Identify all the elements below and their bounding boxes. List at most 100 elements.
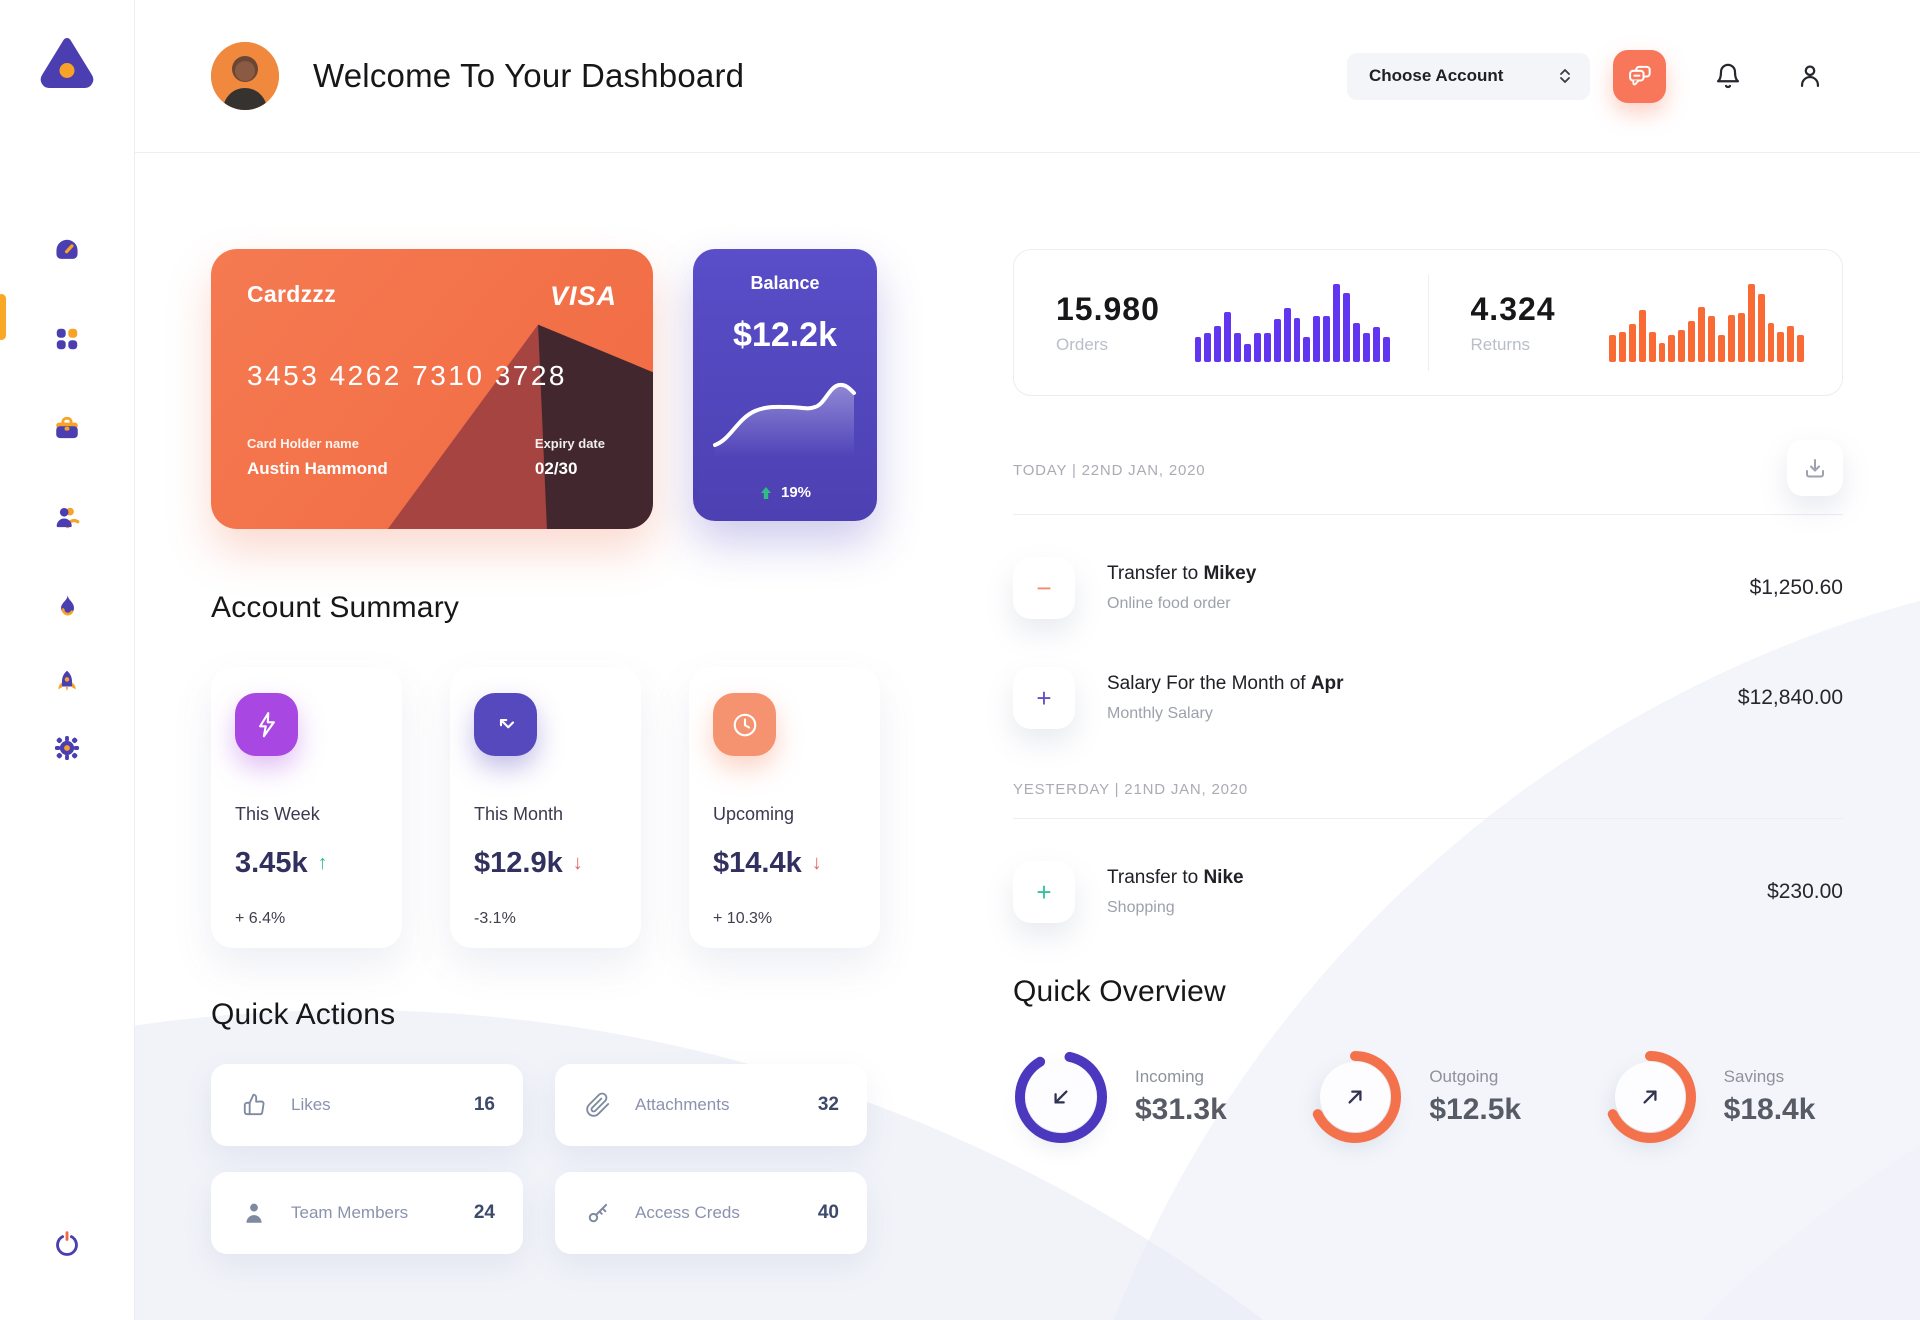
cards-row: Cardzzz VISA 3453 4262 7310 3728 Card Ho…	[211, 249, 880, 529]
speedometer-icon	[56, 239, 78, 259]
transaction-subtitle: Monthly Salary	[1107, 705, 1213, 722]
overview-outgoing: Outgoing $12.5k	[1307, 1049, 1548, 1145]
transaction-amount: $1,250.60	[1749, 576, 1843, 599]
up-right-arrow-icon	[1348, 1090, 1362, 1104]
transaction-subtitle: Online food order	[1107, 595, 1231, 612]
quick-action-access-creds[interactable]: Access Creds 40	[555, 1172, 867, 1254]
up-arrow-icon	[760, 486, 771, 499]
grid-icon	[56, 328, 78, 350]
transaction-amount: $12,840.00	[1737, 686, 1843, 709]
divider	[1013, 514, 1843, 515]
flame-icon	[61, 595, 74, 616]
balance-card: Balance $12.2k 19%	[693, 249, 877, 521]
trend-down-icon: ↓	[811, 852, 822, 874]
transaction-title: Salary For the Month of Apr	[1107, 673, 1344, 694]
profile-button[interactable]	[1790, 56, 1830, 96]
page-title: Welcome To Your Dashboard	[313, 57, 745, 94]
transaction-title: Transfer to Nike	[1107, 867, 1244, 888]
transaction-row-nike[interactable]: + Transfer to Nike Shopping $230.00	[1013, 861, 1843, 923]
bell-icon	[1716, 63, 1740, 89]
trend-down-icon: ↓	[572, 852, 583, 874]
triangle-logo	[40, 38, 94, 88]
divider	[1013, 818, 1843, 819]
sidebar-item-dashboard[interactable]	[47, 230, 87, 270]
sidebar-item-work[interactable]	[47, 408, 87, 448]
logout-button[interactable]	[47, 1224, 87, 1264]
trend-arrow-icon	[474, 693, 537, 756]
clap-hands-icon	[243, 1093, 265, 1116]
sidebar	[0, 0, 135, 1320]
returns-bar-chart	[1609, 283, 1805, 362]
download-icon	[1806, 459, 1824, 478]
chevron-updown-icon	[1560, 69, 1570, 83]
sidebar-item-trending[interactable]	[47, 586, 87, 626]
clock-icon	[713, 693, 776, 756]
summary-cards: This Week 3.45k ↑ + 6.4% This Month $12.…	[211, 667, 880, 948]
quick-action-attachments[interactable]: Attachments 32	[555, 1064, 867, 1146]
sidebar-item-launch[interactable]	[47, 662, 87, 702]
user-icon	[1800, 65, 1820, 88]
plus-icon: +	[1013, 667, 1075, 729]
date-yesterday: YESTERDAY | 21ND JAN, 2020	[1013, 781, 1249, 798]
up-right-arrow-icon	[1643, 1090, 1657, 1104]
balance-value: $12.2k	[733, 316, 837, 354]
active-nav-indicator	[0, 294, 6, 340]
account-summary-title: Account Summary	[211, 591, 460, 624]
user-avatar	[211, 42, 279, 110]
summary-card-this-month: This Month $12.9k ↓ -3.1%	[450, 667, 641, 948]
sidebar-item-settings[interactable]	[47, 728, 87, 768]
power-icon	[56, 1231, 78, 1256]
transaction-row-mikey[interactable]: − Transfer to Mikey Online food order $1…	[1013, 557, 1843, 619]
minus-icon: −	[1013, 557, 1075, 619]
right-column: 15.980 Orders 4.324 Returns TODAY | 22ND…	[1013, 249, 1843, 1320]
sidebar-nav	[47, 230, 87, 768]
visa-logo: VISA	[549, 281, 617, 311]
account-select[interactable]: Choose Account	[1347, 52, 1590, 100]
overview-savings: Savings $18.4k	[1602, 1049, 1843, 1145]
outgoing-donut	[1307, 1049, 1403, 1145]
card-holder: Card Holder name Austin Hammond	[247, 436, 388, 478]
download-button[interactable]	[1787, 440, 1843, 496]
savings-donut	[1602, 1049, 1698, 1145]
incoming-donut	[1013, 1049, 1109, 1145]
balance-sparkline	[713, 382, 856, 457]
stats-divider	[1427, 274, 1429, 371]
orders-stat: 15.980 Orders	[1014, 250, 1428, 395]
quick-action-likes[interactable]: Likes 16	[211, 1064, 523, 1146]
balance-label: Balance	[750, 273, 820, 293]
balance-change: 19%	[759, 484, 811, 501]
quick-overview-row: Incoming $31.3k Outgoing $12.5k	[1013, 1049, 1843, 1145]
card-expiry: Expiry date 02/30	[534, 436, 605, 478]
header-actions: Choose Account	[1347, 49, 1830, 103]
quick-action-team-members[interactable]: Team Members 24	[211, 1172, 523, 1254]
sidebar-item-apps[interactable]	[47, 319, 87, 359]
sidebar-item-team[interactable]	[47, 497, 87, 537]
transaction-row-salary[interactable]: + Salary For the Month of Apr Monthly Sa…	[1013, 667, 1843, 729]
left-column: Cardzzz VISA 3453 4262 7310 3728 Card Ho…	[211, 249, 880, 1320]
notifications-button[interactable]	[1708, 56, 1748, 96]
account-select-label: Choose Account	[1369, 66, 1504, 85]
paperclip-icon	[586, 1092, 610, 1117]
returns-stat: 4.324 Returns	[1429, 250, 1843, 395]
chat-icon	[1628, 65, 1651, 86]
transactions-header: TODAY | 22ND JAN, 2020	[1013, 440, 1843, 496]
lightning-icon	[235, 693, 298, 756]
summary-card-this-week: This Week 3.45k ↑ + 6.4%	[211, 667, 402, 948]
quick-overview-title: Quick Overview	[1013, 975, 1226, 1008]
avatar-photo	[211, 42, 279, 110]
returns-label: Returns	[1470, 334, 1531, 354]
quick-actions-title: Quick Actions	[211, 998, 396, 1031]
header: Welcome To Your Dashboard Choose Account	[135, 0, 1920, 153]
plus-icon: +	[1013, 861, 1075, 923]
down-left-arrow-icon	[1054, 1090, 1068, 1104]
summary-card-upcoming: Upcoming $14.4k ↓ + 10.3%	[689, 667, 880, 948]
transaction-title: Transfer to Mikey	[1107, 563, 1257, 584]
stats-card: 15.980 Orders 4.324 Returns	[1013, 249, 1843, 396]
quick-actions-grid: Likes 16 Attachments 32 Team Members 24	[211, 1064, 880, 1254]
credit-card: Cardzzz VISA 3453 4262 7310 3728 Card Ho…	[211, 249, 653, 529]
chat-button[interactable]	[1613, 49, 1666, 103]
date-today: TODAY | 22ND JAN, 2020	[1013, 462, 1206, 479]
card-number: 3453 4262 7310 3728	[247, 360, 567, 391]
card-name: Cardzzz	[247, 281, 337, 307]
transaction-subtitle: Shopping	[1107, 899, 1175, 916]
